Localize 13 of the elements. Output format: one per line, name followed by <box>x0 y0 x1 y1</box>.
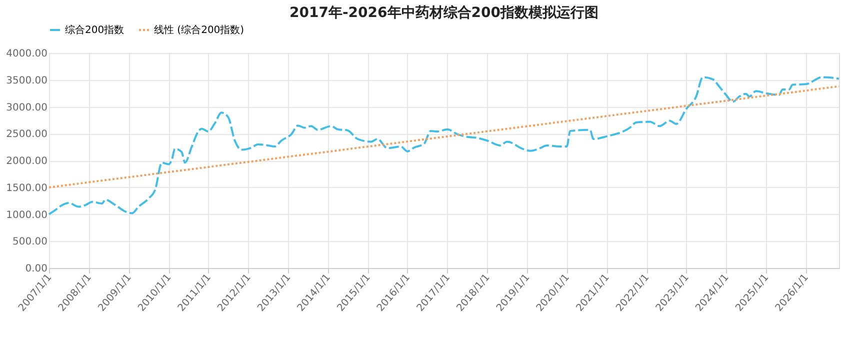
legend-label: 线性 (综合200指数) <box>154 24 244 36</box>
y-tick-label: 2000.00 <box>6 156 48 167</box>
y-tick-label: 3000.00 <box>6 102 48 114</box>
line-series <box>48 76 840 216</box>
legend-label: 综合200指数 <box>65 24 124 36</box>
y-tick-label: 1000.00 <box>6 210 48 221</box>
y-tick-label: 0.00 <box>25 264 48 274</box>
y-tick-label: 3500.00 <box>6 75 48 86</box>
y-tick-label: 1500.00 <box>6 182 48 194</box>
y-tick-label: 500.00 <box>12 236 48 248</box>
y-tick-label: 4000.00 <box>6 48 48 60</box>
y-tick-label: 2500.00 <box>6 129 48 140</box>
chart-title: 2017年-2026年中药材综合200指数模拟运行图 <box>290 4 598 21</box>
